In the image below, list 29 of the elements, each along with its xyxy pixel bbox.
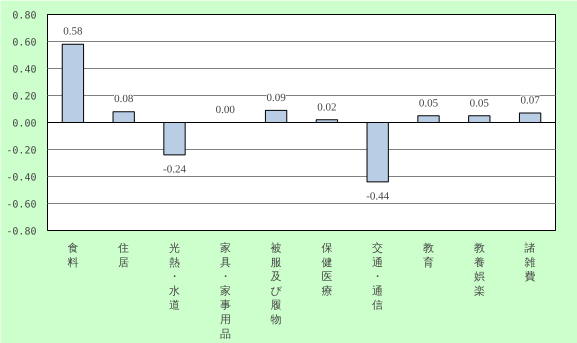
data-label: 0.08: [114, 93, 134, 106]
y-tick-label: -0.60: [6, 200, 37, 210]
x-tick-label: 被服及び履物: [270, 242, 283, 326]
y-tick-label: -0.20: [6, 146, 37, 156]
data-label: 0.07: [520, 94, 540, 107]
x-tick-label: 交通・通信: [372, 242, 384, 312]
x-tick-label: 住居: [118, 242, 130, 269]
y-tick-label: 0.60: [12, 38, 37, 48]
data-label: 0.05: [418, 97, 439, 110]
data-label: 0.09: [266, 92, 286, 104]
y-tick-label: -0.40: [6, 172, 37, 184]
x-tick-label: 教養娯楽: [474, 242, 485, 298]
data-label: -0.24: [163, 163, 186, 176]
x-tick-label: 教育: [423, 242, 434, 269]
x-tick-label: 家具・家事用品: [220, 242, 231, 340]
x-tick-label: 保健医療: [321, 242, 332, 298]
data-label: 0.02: [317, 101, 337, 114]
y-tick-label: 0.40: [12, 64, 37, 76]
data-label: -0.44: [366, 190, 390, 202]
y-tick-label: 0.20: [12, 92, 37, 102]
data-label: 0.00: [216, 104, 236, 116]
data-label: 0.58: [63, 26, 84, 38]
y-tick-label: 0.80: [12, 10, 37, 22]
data-label: 0.05: [470, 97, 490, 110]
x-tick-label: 光熱・水道: [169, 242, 180, 312]
x-tick-label: 諸雑費: [524, 242, 536, 284]
y-tick-label: 0.00: [12, 118, 37, 130]
x-tick-label: 食料: [67, 242, 78, 269]
y-tick-label: -0.80: [6, 226, 37, 238]
